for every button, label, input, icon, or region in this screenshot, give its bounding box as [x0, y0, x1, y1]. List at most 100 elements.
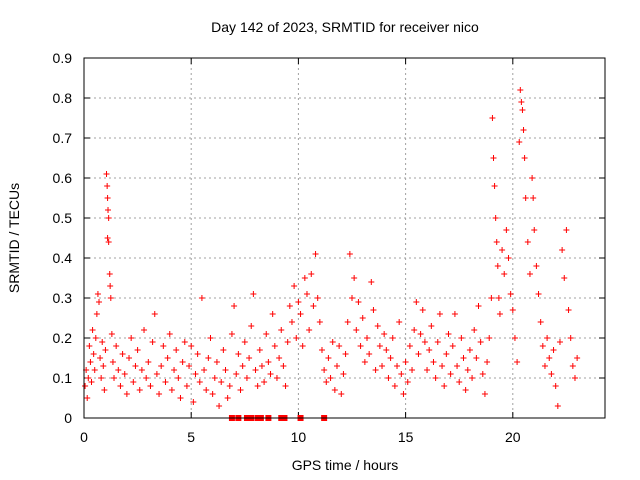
data-point	[445, 331, 452, 337]
data-point	[340, 371, 347, 377]
grid-lines	[84, 58, 605, 418]
data-point	[194, 351, 201, 357]
x-tick-label: 10	[291, 429, 307, 445]
data-point	[481, 391, 488, 397]
data-point	[413, 299, 420, 305]
data-point	[492, 215, 499, 221]
data-point	[273, 375, 280, 381]
data-point	[267, 371, 274, 377]
data-point	[522, 195, 529, 201]
x-tick-label: 5	[187, 429, 195, 445]
data-point	[97, 355, 104, 361]
y-tick-label: 0.9	[53, 50, 73, 66]
data-point	[216, 403, 223, 409]
data-point	[529, 175, 536, 181]
data-point	[488, 295, 495, 301]
data-point	[109, 359, 116, 365]
data-point	[331, 387, 338, 393]
data-point	[394, 363, 401, 369]
data-point	[473, 355, 480, 361]
data-point	[370, 307, 377, 313]
data-point	[327, 375, 334, 381]
data-point	[381, 331, 388, 337]
data-point	[271, 343, 278, 349]
data-point	[149, 339, 156, 345]
data-point	[338, 391, 345, 397]
y-tick-label: 0.2	[53, 330, 73, 346]
data-point	[128, 335, 135, 341]
data-point	[484, 359, 491, 365]
data-point	[491, 183, 498, 189]
data-point	[308, 271, 315, 277]
data-point	[151, 311, 158, 317]
data-point	[171, 367, 178, 373]
data-point	[246, 355, 253, 361]
y-tick-label: 0.1	[53, 370, 73, 386]
data-point	[496, 311, 503, 317]
data-point	[173, 347, 180, 353]
data-point	[89, 327, 96, 333]
data-point	[415, 351, 422, 357]
data-point	[511, 335, 518, 341]
data-point	[494, 263, 501, 269]
data-point	[479, 371, 486, 377]
data-point	[104, 235, 111, 241]
data-point	[220, 347, 227, 353]
data-point	[222, 367, 229, 373]
data-point	[449, 343, 456, 349]
data-point	[318, 347, 325, 353]
data-point	[104, 183, 111, 189]
data-point	[376, 343, 383, 349]
data-point	[518, 99, 525, 105]
data-point	[94, 291, 101, 297]
data-point	[84, 395, 91, 401]
data-point	[372, 367, 379, 373]
data-point	[441, 383, 448, 389]
data-point	[368, 279, 375, 285]
data-point	[203, 387, 210, 393]
data-point	[175, 375, 182, 381]
data-point	[278, 327, 285, 333]
data-point	[493, 239, 500, 245]
data-point	[355, 299, 362, 305]
data-point	[374, 323, 381, 329]
data-point	[107, 283, 114, 289]
data-point	[509, 307, 516, 313]
data-point	[454, 363, 461, 369]
data-point	[105, 207, 112, 213]
data-point	[226, 383, 233, 389]
data-point	[228, 331, 235, 337]
data-point	[554, 403, 561, 409]
data-point	[517, 87, 524, 93]
data-point	[385, 375, 392, 381]
data-point	[250, 291, 257, 297]
data-point	[205, 355, 212, 361]
data-point	[295, 299, 302, 305]
data-point	[166, 331, 173, 337]
data-point	[421, 339, 428, 345]
x-tick-label: 20	[505, 429, 521, 445]
data-point	[548, 371, 555, 377]
data-point	[158, 363, 165, 369]
data-point	[130, 379, 137, 385]
data-point	[224, 395, 231, 401]
data-point	[398, 371, 405, 377]
data-point	[349, 295, 356, 301]
data-point	[314, 295, 321, 301]
data-point	[526, 271, 533, 277]
data-point	[108, 331, 115, 337]
data-point	[102, 347, 109, 353]
data-point	[434, 339, 441, 345]
data-point	[537, 319, 544, 325]
data-point	[181, 339, 188, 345]
y-tick-label: 0.5	[53, 210, 73, 226]
data-point	[552, 383, 559, 389]
data-point	[351, 275, 358, 281]
data-point	[436, 311, 443, 317]
data-point	[209, 391, 216, 397]
data-point	[160, 343, 167, 349]
data-point	[490, 155, 497, 161]
data-point	[288, 319, 295, 325]
data-point	[248, 323, 255, 329]
